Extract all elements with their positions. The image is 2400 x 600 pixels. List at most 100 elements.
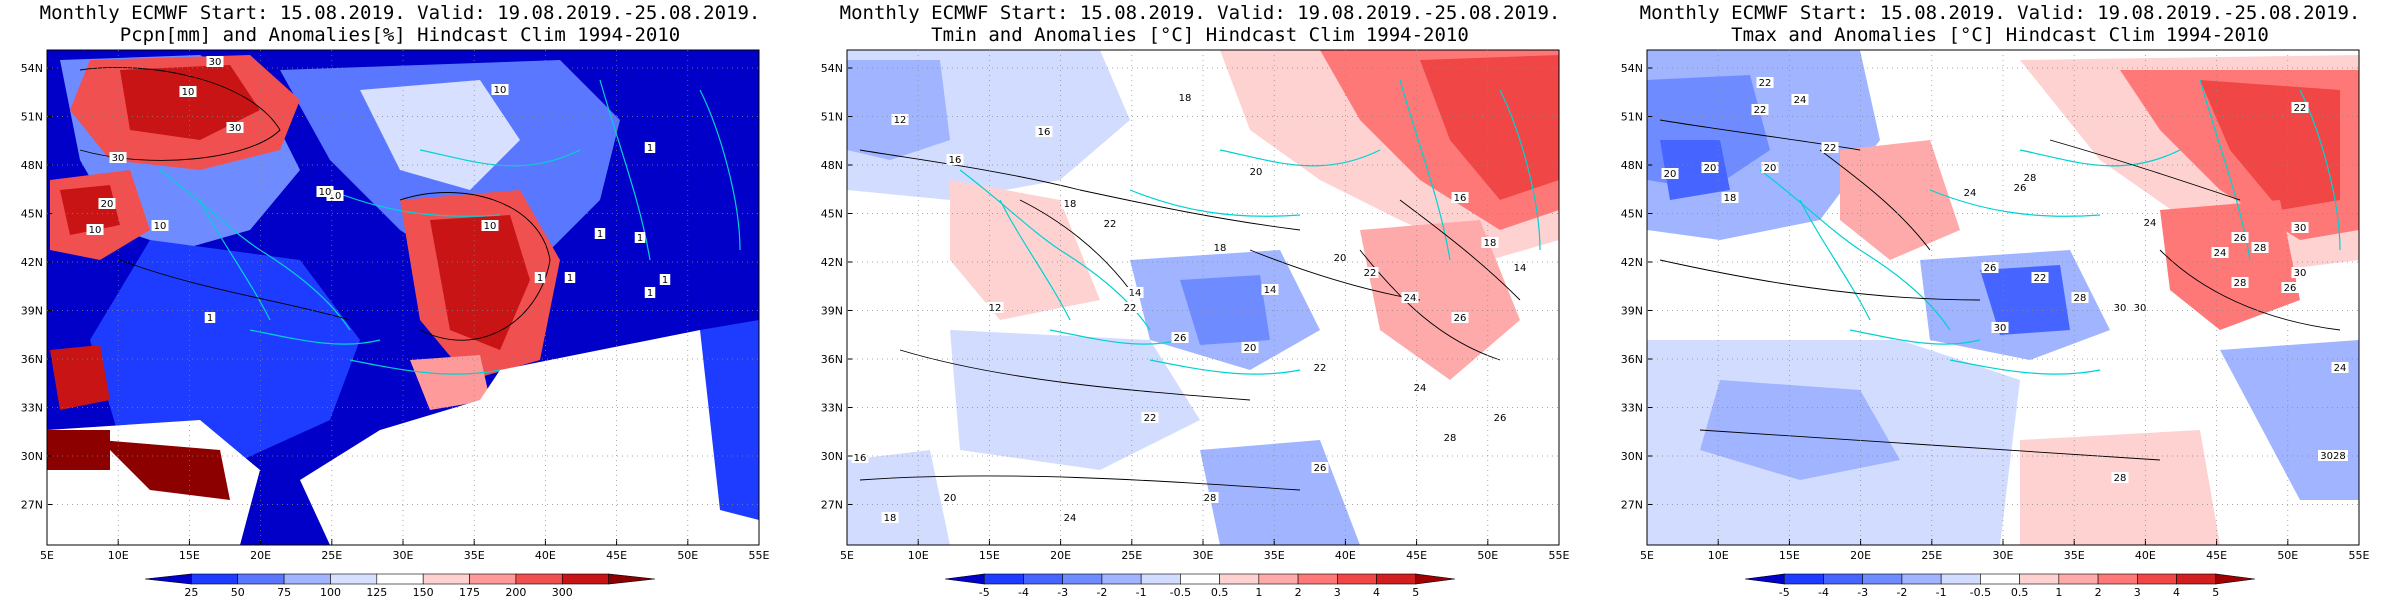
tmin-field (847, 60, 950, 160)
y-tick-label: 27N (1621, 499, 1643, 512)
x-tick-label: 5E (1640, 549, 1654, 562)
contour-label: 26 (2014, 183, 2027, 194)
contour-label-bg (1126, 287, 1144, 298)
x-tick-label: 45E (2206, 549, 2227, 562)
contour-label: 24 (1414, 383, 1427, 394)
contour-label-bg (1361, 267, 1379, 278)
x-tick-label: 10E (108, 549, 129, 562)
colorbar-label: 75 (277, 586, 291, 599)
x-tick-label: 15E (979, 549, 1000, 562)
colorbar-swatch (1140, 573, 1181, 585)
contour-label-bg (851, 452, 869, 463)
y-tick-label: 39N (821, 305, 843, 318)
x-tick-label: 25E (1121, 549, 1142, 562)
y-tick-label: 33N (821, 402, 843, 415)
colorbar-label: -0.5 (1970, 586, 1991, 599)
contour-label: 14 (1264, 285, 1277, 296)
precip-title-line1: Monthly ECMWF Start: 15.08.2019. Valid: … (39, 2, 761, 24)
colorbar-label: -2 (1896, 586, 1907, 599)
colorbar-label: -1 (1136, 586, 1147, 599)
contour-label: 10 (182, 87, 195, 98)
contour-label: 10 (319, 187, 332, 198)
contour-label-bg (1451, 192, 1469, 203)
contour-label: 20 (1664, 169, 1677, 180)
x-tick-label: 50E (1477, 549, 1498, 562)
contour-label-bg (891, 114, 909, 125)
tmax-colorbar: -5 -4 -3 -2 -1 -0.5 0.5 1 2 3 4 5 (1744, 573, 2256, 599)
contour-label-bg (1311, 462, 1329, 473)
y-tick-label: 45N (1621, 208, 1643, 221)
contour-label-bg (1311, 362, 1329, 373)
tmax-field (2020, 430, 2220, 545)
contour-label-bg (2111, 472, 2129, 483)
contour-label-bg (1247, 166, 1265, 177)
contour-label-bg (2031, 272, 2049, 283)
precip-field (700, 320, 759, 520)
x-tick-label: 35E (2064, 549, 2085, 562)
contour-label: 26 (2284, 283, 2297, 294)
contour-label: 3028 (2320, 451, 2345, 462)
tmax-field (2160, 200, 2300, 330)
colorbar-swatch (376, 573, 424, 585)
contour-label-bg (491, 84, 509, 95)
y-tick-label: 30N (821, 450, 843, 463)
x-tick-label: 50E (2277, 549, 2298, 562)
contour-label: 26 (1174, 333, 1187, 344)
colorbar-swatch (2215, 573, 2256, 585)
contour-label: 20 (1250, 167, 1263, 178)
contour-label: 28 (2114, 473, 2127, 484)
contour-label-bg (2011, 182, 2029, 193)
contour-label-bg (1481, 237, 1499, 248)
precip-y-axis: 54N 51N 48N 45N 42N 39N 36N 33N 30N 27N (21, 62, 759, 512)
contour-label-bg (1411, 382, 1429, 393)
colorbar-swatch (1219, 573, 1260, 585)
colorbar-label: 50 (231, 586, 245, 599)
contour-label: 1 (567, 273, 573, 284)
contour-label-bg (2291, 102, 2309, 113)
contour-label-bg (594, 228, 606, 239)
y-tick-label: 39N (21, 305, 43, 318)
tmin-field (950, 330, 1200, 470)
precip-panel: Monthly ECMWF Start: 15.08.2019. Valid: … (0, 0, 800, 600)
colorbar-label: 5 (2212, 586, 2219, 599)
y-tick-label: 45N (821, 208, 843, 221)
contour-label-bg (881, 512, 899, 523)
tmax-title-line2: Tmax and Anomalies [°C] Hindcast Clim 19… (1731, 24, 2269, 46)
tmin-field (847, 450, 950, 545)
contour-label-bg (2231, 277, 2249, 288)
contour-label-bg (1121, 302, 1139, 313)
contour-line (1659, 119, 2341, 461)
colorbar-swatch (1940, 573, 1981, 585)
colorbar-swatch (1980, 573, 2020, 585)
contour-label-bg (1761, 162, 1779, 173)
contour-label-bg (2291, 267, 2309, 278)
contour-label: 24 (2334, 363, 2347, 374)
contour-label-bg (644, 287, 656, 298)
contour-label-bg (1451, 312, 1469, 323)
y-tick-label: 30N (1621, 450, 1643, 463)
x-tick-label: 15E (1779, 549, 1800, 562)
x-tick-label: 10E (908, 549, 929, 562)
contour-label: 30 (229, 123, 242, 134)
contour-label-bg (2141, 217, 2159, 228)
contour-label: 24 (2214, 248, 2227, 259)
contour-label-bg (1176, 92, 1194, 103)
colorbar-swatch (2097, 573, 2138, 585)
contour-label-bg (481, 220, 499, 231)
colorbar-swatch (144, 573, 192, 585)
y-tick-label: 36N (21, 353, 43, 366)
tmin-field (950, 180, 1100, 320)
contour-label-bg (2111, 302, 2129, 313)
y-tick-label: 48N (21, 159, 43, 172)
contour-label: 1 (647, 288, 653, 299)
contour-label-bg (1756, 77, 1774, 88)
x-tick-label: 25E (321, 549, 342, 562)
contour-label-bg (1061, 512, 1079, 523)
contour-label: 10 (329, 191, 342, 202)
contour-label-bg (644, 142, 656, 153)
colorbar-label: 0.5 (1211, 586, 1229, 599)
precip-missing (300, 330, 759, 545)
contour-label-bg (1171, 332, 1189, 343)
tmin-title-line2: Tmin and Anomalies [°C] Hindcast Clim 19… (931, 24, 1469, 46)
contour-label: 10 (154, 221, 167, 232)
